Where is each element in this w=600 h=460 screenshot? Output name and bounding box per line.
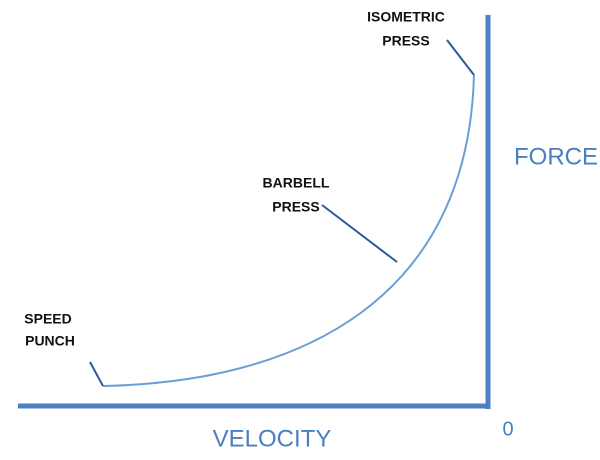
annotation-text: PRESS <box>272 199 319 215</box>
leader-line <box>321 204 398 263</box>
y-axis-label: FORCE <box>514 143 598 170</box>
annotation-text: SPEED <box>24 311 71 327</box>
x-axis-label: VELOCITY <box>213 425 332 452</box>
annotation-text: BARBELL <box>263 175 330 191</box>
leader-line <box>446 39 475 76</box>
origin-label: 0 <box>502 418 513 440</box>
annotation-text: PRESS <box>382 33 429 49</box>
annotation-text: ISOMETRIC <box>367 9 445 25</box>
annotation-text: PUNCH <box>25 333 75 349</box>
leader-line <box>89 361 104 387</box>
force-velocity-curve <box>102 74 475 387</box>
